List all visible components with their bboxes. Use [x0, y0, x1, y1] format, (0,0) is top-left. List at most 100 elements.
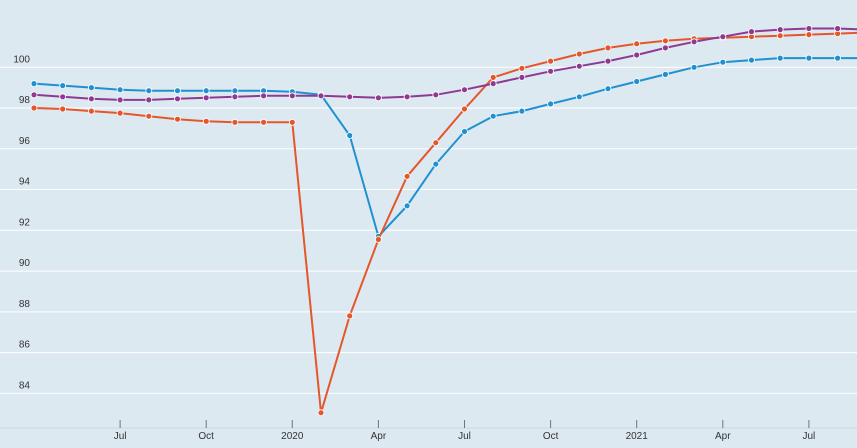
data-point — [260, 92, 268, 100]
data-point — [403, 202, 411, 210]
x-tick-label: Jul — [803, 431, 816, 442]
x-tick-label: Jul — [458, 431, 471, 442]
data-point — [116, 96, 124, 104]
data-point — [145, 96, 153, 104]
data-point — [805, 31, 813, 38]
x-tick-label: 2020 — [281, 431, 304, 442]
data-point — [604, 44, 612, 52]
data-point — [202, 117, 210, 125]
data-point — [461, 86, 468, 94]
series-line — [33, 31, 857, 414]
data-point — [288, 92, 296, 100]
data-point — [288, 118, 296, 126]
y-tick-label: 84 — [19, 380, 31, 391]
data-point — [116, 86, 124, 94]
data-point — [403, 172, 411, 180]
data-point — [748, 28, 755, 36]
data-point — [461, 105, 468, 113]
data-point — [719, 33, 727, 41]
data-point — [432, 139, 440, 147]
y-tick-label: 100 — [13, 54, 30, 65]
data-point — [776, 26, 784, 34]
data-point — [88, 107, 95, 115]
data-point — [59, 82, 67, 89]
data-point — [59, 93, 67, 101]
x-tick-label: Apr — [371, 431, 387, 442]
data-point — [662, 37, 669, 45]
x-tick-label: Jul — [114, 431, 127, 442]
data-point — [547, 67, 554, 75]
data-point — [202, 87, 210, 95]
data-point — [346, 312, 354, 320]
series-3 — [30, 25, 857, 104]
data-point — [748, 56, 755, 64]
data-point — [575, 93, 583, 101]
data-point — [834, 54, 841, 62]
data-point — [575, 62, 583, 70]
data-point — [633, 51, 641, 59]
data-point — [834, 25, 841, 32]
y-tick-label: 92 — [19, 217, 31, 228]
y-tick-label: 90 — [19, 258, 31, 269]
grid-lines — [0, 66, 857, 394]
data-point — [174, 115, 181, 123]
data-point — [88, 84, 95, 91]
data-point — [662, 44, 669, 52]
data-point — [88, 95, 95, 103]
series-line — [33, 57, 857, 238]
data-point — [432, 160, 440, 168]
data-point — [690, 38, 698, 46]
data-point — [633, 78, 641, 85]
data-point — [145, 87, 153, 95]
data-point — [518, 64, 526, 72]
data-point — [30, 91, 38, 99]
data-point — [719, 58, 727, 66]
data-point — [231, 93, 239, 101]
x-tick-label: Apr — [715, 431, 731, 442]
data-point — [633, 40, 641, 48]
data-point — [805, 25, 813, 32]
y-tick-label: 96 — [19, 136, 31, 147]
y-tick-label: 88 — [19, 299, 31, 310]
x-tick-label: 2021 — [626, 431, 649, 442]
data-point — [174, 95, 181, 103]
x-axis: Jul Oct 2020 Apr Jul Oct 2021 Apr Jul — [0, 420, 857, 442]
data-point — [518, 107, 526, 115]
data-point — [260, 118, 268, 126]
data-point — [174, 87, 181, 95]
data-point — [202, 94, 210, 102]
series-2 — [30, 30, 857, 417]
data-point — [59, 105, 67, 113]
data-point — [662, 71, 669, 78]
data-point — [575, 50, 583, 58]
data-point — [776, 54, 784, 62]
data-point — [30, 80, 38, 87]
data-point — [231, 118, 239, 126]
series-line — [33, 27, 857, 101]
data-point — [231, 87, 239, 95]
data-point — [374, 94, 382, 102]
x-tick-label: Oct — [198, 431, 214, 442]
series-layer — [30, 25, 857, 417]
y-axis-labels: 84 86 88 90 92 94 96 98 100 — [13, 54, 30, 391]
data-point — [489, 112, 497, 120]
data-point — [690, 63, 698, 71]
data-point — [776, 32, 784, 40]
data-point — [346, 93, 354, 101]
data-point — [518, 74, 526, 81]
x-tick-label: Oct — [543, 431, 559, 442]
data-point — [317, 409, 325, 417]
data-point — [489, 74, 497, 81]
y-tick-label: 94 — [19, 177, 31, 188]
data-point — [346, 132, 354, 139]
data-point — [432, 91, 440, 99]
y-tick-label: 98 — [19, 95, 31, 106]
data-point — [604, 85, 612, 93]
data-point — [805, 54, 813, 62]
data-point — [604, 57, 612, 65]
data-point — [403, 93, 411, 101]
data-point — [489, 80, 497, 87]
data-point — [374, 236, 382, 243]
data-point — [116, 109, 124, 117]
